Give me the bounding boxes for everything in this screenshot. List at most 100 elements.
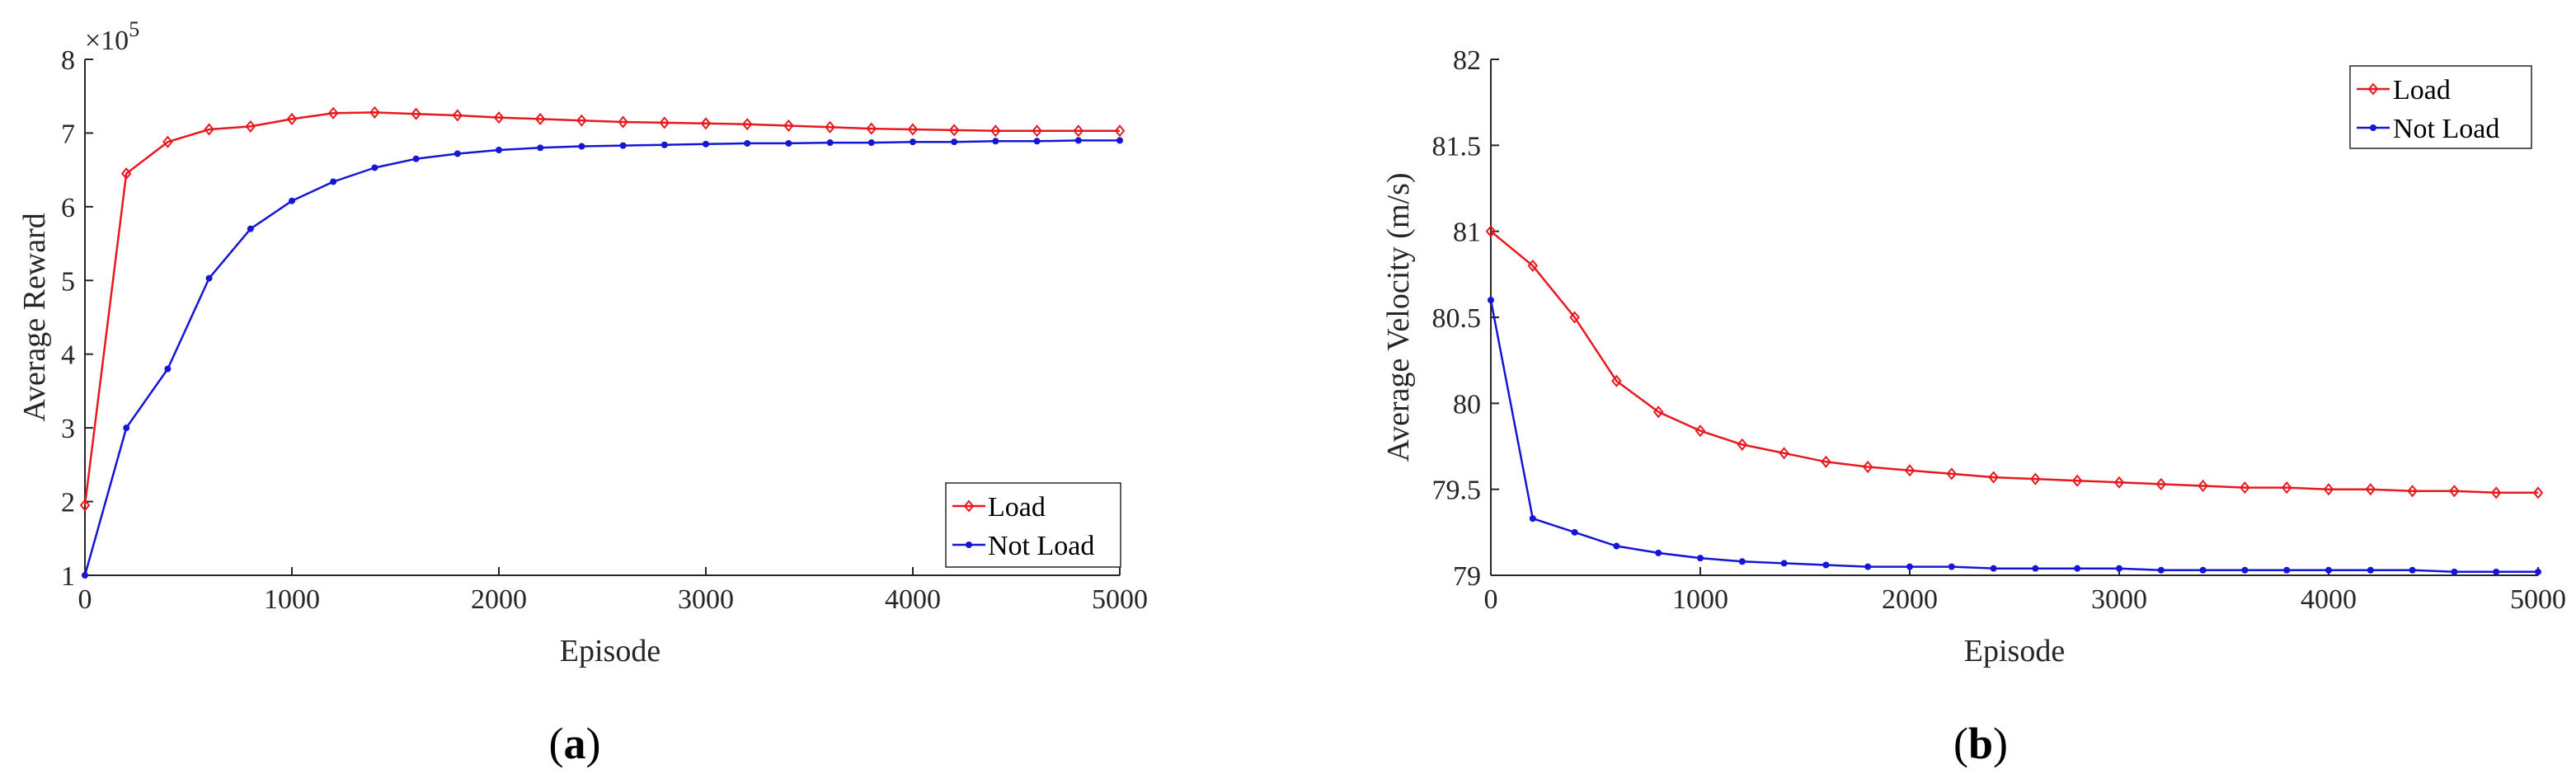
x-tick-label: 4000 (2301, 584, 2357, 615)
series-line-not-load (83, 139, 1120, 576)
data-point-load (1988, 471, 1999, 484)
data-point-load (245, 120, 256, 133)
data-point-load (327, 106, 339, 120)
data-point-not-load (578, 143, 585, 150)
data-point-load (79, 499, 91, 512)
data-point-not-load (2241, 566, 2249, 574)
series-layer (79, 105, 1126, 579)
legend-label-load: Load (988, 492, 1046, 523)
data-point-not-load (1738, 558, 1746, 565)
data-point-load (2113, 476, 2125, 489)
data-point-not-load (1697, 555, 1704, 562)
chart-a: 0 1000 2000 3000 4000 5000 1 2 3 4 5 6 7 8 ×105 Epis… (17, 17, 1148, 768)
x-ticks: 0 1000 2000 3000 4000 5000 (1484, 567, 2566, 615)
data-point-not-load (2535, 568, 2541, 575)
data-point-not-load (2409, 566, 2416, 574)
y-tick-label: 79.5 (1432, 476, 1482, 506)
data-point-load (825, 120, 835, 134)
data-point-not-load (164, 365, 172, 373)
y-tick-label: 80 (1453, 389, 1481, 420)
x-tick-label: 5000 (1092, 584, 1148, 615)
data-point-load (1904, 464, 1916, 477)
data-point-load (1114, 124, 1126, 138)
data-point-not-load (330, 178, 337, 185)
series-line-not-load (1489, 299, 2538, 574)
data-point-load (1032, 124, 1042, 138)
y-tick-label: 2 (61, 488, 75, 518)
data-point-not-load (289, 197, 295, 204)
legend-label-not-load: Not Load (988, 531, 1094, 561)
data-point-load (452, 109, 463, 122)
data-point-not-load (1571, 528, 1578, 536)
data-point-load (493, 111, 505, 124)
data-point-not-load (703, 140, 709, 148)
data-point-load (2407, 485, 2418, 498)
y-axis-label: Average Velocity (m/s) (1381, 172, 1416, 462)
x-tick-label: 0 (78, 584, 92, 615)
data-point-not-load (619, 142, 627, 149)
legend-marker-load (2367, 82, 2379, 96)
data-point-not-load (2032, 565, 2039, 572)
data-point-load (1569, 311, 1580, 324)
data-point-not-load (1780, 560, 1788, 567)
data-point-load (990, 124, 1001, 138)
data-point-load (948, 124, 960, 137)
x-tick-label: 1000 (264, 584, 320, 615)
data-point-load (618, 115, 628, 129)
data-point-load (2449, 485, 2460, 498)
data-point-load (162, 135, 173, 148)
data-point-not-load (205, 274, 213, 282)
data-point-load (2281, 481, 2292, 495)
data-point-not-load (496, 146, 502, 153)
data-point-load (576, 114, 587, 127)
data-point-load (1527, 259, 1539, 272)
y-tick-label: 7 (61, 119, 75, 149)
data-point-load (783, 119, 794, 133)
x-tick-label: 4000 (885, 584, 941, 615)
legend-marker-not-load (966, 542, 972, 548)
chart-b: 0 1000 2000 3000 4000 5000 79 79.5 80 80.5 81 81.5… (1381, 45, 2566, 768)
y-tick-label: 80.5 (1432, 303, 1482, 334)
data-point-load (1485, 225, 1497, 238)
data-point-load (1695, 424, 1706, 438)
data-point-load (369, 105, 380, 119)
legend-label-load: Load (2393, 75, 2451, 105)
data-point-load (2323, 483, 2334, 496)
x-tick-label: 1000 (1672, 584, 1728, 615)
y-tick-label: 81.5 (1432, 131, 1482, 162)
y-tick-label: 4 (61, 340, 75, 371)
data-point-load (2365, 483, 2376, 496)
y-tick-label: 6 (61, 193, 75, 223)
data-point-load (2155, 477, 2167, 490)
data-point-not-load (1864, 563, 1872, 570)
data-point-load (1946, 467, 1958, 481)
legend-marker-not-load (2370, 124, 2376, 131)
data-point-not-load (123, 424, 130, 432)
data-point-load (2030, 472, 2041, 485)
data-point-not-load (1488, 297, 1494, 304)
series-line-load (83, 111, 1120, 506)
data-point-not-load (1655, 549, 1662, 556)
data-point-not-load (1116, 137, 1123, 144)
data-point-load (411, 107, 421, 120)
data-point-load (907, 123, 919, 136)
data-point-not-load (2367, 566, 2374, 574)
data-point-not-load (1613, 542, 1620, 550)
y-ticks: 1 2 3 4 5 6 7 8 (61, 45, 93, 592)
data-point-load (204, 123, 214, 136)
exponent-label: ×105 (85, 17, 139, 56)
data-point-not-load (371, 164, 378, 171)
data-point-load (1073, 124, 1084, 138)
y-tick-label: 81 (1453, 218, 1481, 248)
data-point-not-load (1906, 563, 1913, 570)
data-point-not-load (910, 138, 916, 146)
data-point-load (2490, 486, 2502, 499)
x-ticks: 0 1000 2000 3000 4000 5000 (78, 567, 1148, 615)
x-tick-label: 2000 (1882, 584, 1938, 615)
data-point-not-load (2199, 566, 2207, 574)
y-tick-label: 1 (61, 561, 75, 592)
data-point-not-load (826, 139, 834, 147)
x-tick-label: 5000 (2510, 584, 2566, 615)
x-axis-label: Episode (1964, 634, 2065, 668)
